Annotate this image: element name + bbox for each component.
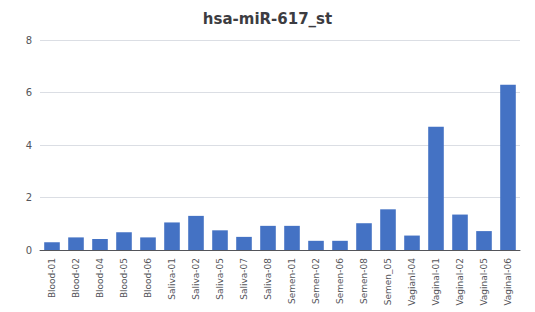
svg-text:Blood-01: Blood-01 (47, 258, 57, 298)
svg-text:Saliva-01: Saliva-01 (167, 258, 177, 300)
svg-text:Semen_05: Semen_05 (383, 258, 393, 305)
svg-text:Saliva-07: Saliva-07 (239, 258, 249, 300)
svg-text:Vaginal-06: Vaginal-06 (503, 258, 513, 306)
svg-text:Semen-02: Semen-02 (311, 258, 321, 304)
svg-text:VagianI-04: VagianI-04 (407, 258, 417, 306)
svg-text:Semen-08: Semen-08 (359, 258, 369, 304)
svg-text:Vaginal-05: Vaginal-05 (479, 258, 489, 306)
svg-text:Blood-06: Blood-06 (143, 258, 153, 298)
svg-text:Vaginal-02: Vaginal-02 (455, 258, 465, 306)
svg-text:6: 6 (26, 87, 32, 98)
svg-text:Saliva-08: Saliva-08 (263, 258, 273, 300)
svg-text:Semen-06: Semen-06 (335, 258, 345, 304)
svg-text:Semen-01: Semen-01 (287, 258, 297, 304)
svg-text:Blood-04: Blood-04 (95, 258, 105, 298)
svg-text:2: 2 (26, 192, 32, 203)
svg-text:Blood-05: Blood-05 (119, 258, 129, 298)
svg-text:4: 4 (26, 140, 32, 151)
svg-text:Vaginal-01: Vaginal-01 (431, 258, 441, 306)
svg-text:Saliva-02: Saliva-02 (191, 258, 201, 300)
svg-text:0: 0 (26, 245, 32, 256)
svg-text:Blood-02: Blood-02 (71, 258, 81, 298)
svg-text:Saliva-05: Saliva-05 (215, 258, 225, 300)
svg-text:hsa-miR-617_st: hsa-miR-617_st (203, 10, 332, 28)
svg-text:8: 8 (26, 35, 32, 46)
